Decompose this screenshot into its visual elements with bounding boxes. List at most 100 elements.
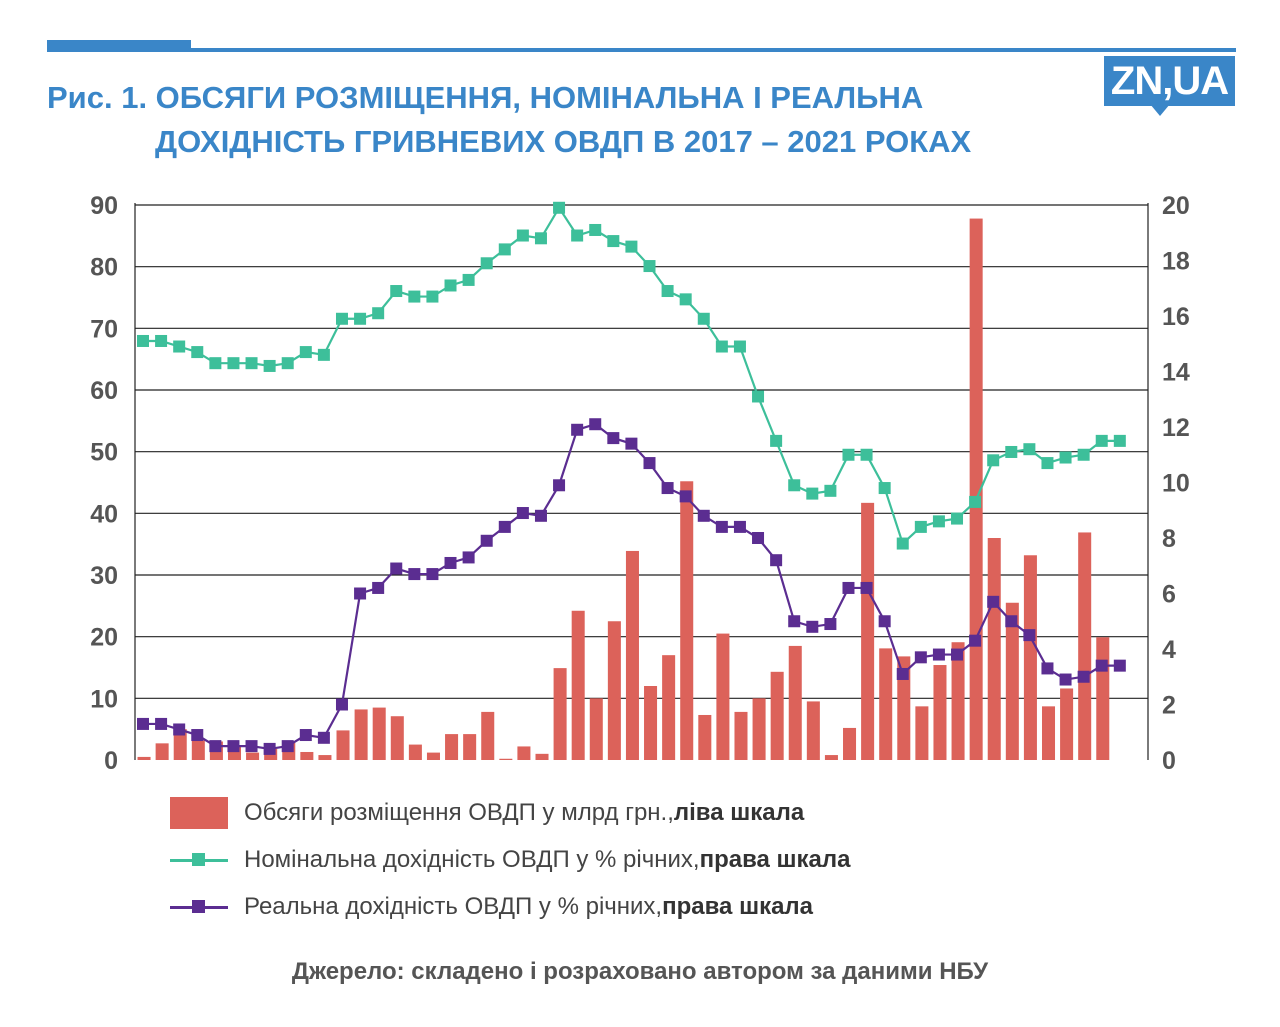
bar [173,729,187,760]
bar [716,633,730,760]
nominal-point [607,235,620,248]
chart-title-line-2: ДОХІДНІСТЬ ГРИВНЕВИХ ОВДП В 2017 – 2021 … [155,124,972,159]
legend-nominal-label: Номінальна дохідність ОВДП у % річних, [244,846,700,873]
nominal-point [209,357,222,370]
nominal-point [173,340,186,353]
real-point [878,615,891,628]
bar [571,610,585,760]
nominal-point [462,273,475,286]
right-tick-label: 4 [1162,636,1176,664]
left-tick-label: 60 [90,377,118,405]
real-point [462,551,475,564]
right-tick-label: 8 [1162,525,1176,553]
real-point [209,740,222,753]
right-tick-label: 6 [1162,581,1176,609]
legend-real-label: Реальна дохідність ОВДП у % річних, [244,893,663,920]
nominal-point [914,520,927,533]
nominal-point [824,484,837,497]
real-point [553,479,566,492]
real-point [914,651,927,664]
nominal-point [335,312,348,325]
left-tick-label: 20 [90,624,118,652]
real-point [951,648,964,661]
nominal-point [354,312,367,325]
nominal-point [715,340,728,353]
legend-nominal-swatch [170,850,228,870]
right-tick-label: 16 [1162,303,1190,331]
real-point [860,581,873,594]
bar [426,752,440,760]
real-point [896,667,909,680]
bar [1096,637,1110,760]
nominal-point [969,495,982,508]
nominal-point [1041,457,1054,470]
real-point [1059,673,1072,686]
nominal-point [155,334,168,347]
real-point [770,554,783,567]
real-point [516,507,529,520]
bar [969,218,983,761]
bar [843,727,857,760]
nominal-point [245,357,258,370]
left-tick-label: 30 [90,562,118,590]
bar [300,751,314,760]
bar [137,756,151,760]
nominal-point [951,512,964,525]
chart-plot: 0 10 20 30 40 50 60 70 80 90 0 2 4 6 8 10 12 14 16 18 20 [90,192,1190,775]
right-tick-label: 18 [1162,248,1190,276]
nominal-point [137,334,149,347]
left-tick-label: 10 [90,685,118,713]
real-point [372,581,385,594]
nominal-point [788,479,801,492]
real-point [1095,659,1108,672]
bar [1005,602,1019,760]
nominal-point [842,448,855,461]
nominal-point [1059,451,1072,464]
legend-real-swatch [170,897,228,917]
nominal-point [878,482,891,495]
bar [625,550,639,760]
nominal-point [191,346,204,359]
bar [951,642,965,760]
legend-bars-scale: ліва шкала [673,799,805,826]
nominal-point [643,260,656,273]
real-point [1023,629,1036,642]
right-tick-label: 10 [1162,470,1190,498]
left-tick-label: 70 [90,315,118,343]
bar [644,686,658,760]
bar [445,734,459,760]
real-point [444,556,457,569]
right-tick-label: 20 [1162,192,1190,220]
real-point [426,568,439,581]
bar [752,698,766,760]
bar [1023,555,1037,760]
nominal-point [679,293,692,306]
nominal-point [752,390,765,403]
real-point [752,532,765,544]
bar [390,716,404,760]
zn-ua-logo: ZN,UA [1104,56,1235,106]
real-point [589,418,602,431]
bar [879,648,893,760]
nominal-point [281,357,294,370]
bar [372,707,386,760]
left-tick-label: 40 [90,500,118,528]
bar [336,730,350,760]
nominal-point [408,290,421,303]
real-point [173,723,186,736]
real-point [245,740,258,753]
bar [607,621,621,760]
nominal-point [733,340,746,353]
nominal-point [480,257,493,270]
nominal-point [932,515,945,528]
legend-real-scale: права шкала [662,893,814,920]
nominal-point [263,359,276,372]
nominal-point [498,243,511,256]
bar [770,671,784,760]
real-point [281,740,294,753]
real-point [824,618,837,631]
bar [517,746,531,760]
nominal-yield-series [137,201,1126,550]
nominal-point [661,285,674,298]
legend-real: Реальна дохідність ОВДП у % річних, прав… [170,887,813,927]
